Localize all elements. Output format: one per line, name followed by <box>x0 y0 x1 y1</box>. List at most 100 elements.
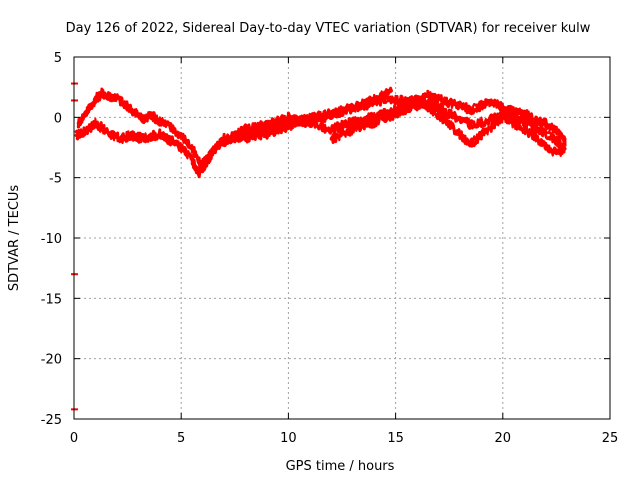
data-point <box>544 131 548 135</box>
data-point <box>383 115 387 119</box>
data-point <box>100 91 104 95</box>
data-point <box>308 121 312 125</box>
data-point <box>158 132 162 136</box>
data-point <box>149 113 153 117</box>
data-point <box>447 122 451 127</box>
data-point <box>316 116 321 121</box>
data-point <box>554 130 559 134</box>
data-point <box>276 119 280 123</box>
data-point <box>355 104 359 109</box>
data-point <box>74 133 78 138</box>
y-tick-label: -10 <box>41 232 62 247</box>
data-point <box>458 103 462 107</box>
data-point <box>563 147 567 151</box>
series-line-overlay <box>77 88 393 171</box>
y-tick-label: 5 <box>54 51 62 66</box>
data-point <box>554 151 559 156</box>
data-point <box>190 157 194 162</box>
data-point <box>563 137 567 141</box>
data-point <box>436 97 441 101</box>
series-line-overlay <box>331 91 567 144</box>
data-point <box>179 145 183 150</box>
data-point <box>469 142 473 146</box>
series-track-4 <box>329 89 567 145</box>
data-point <box>83 130 87 134</box>
data-point <box>522 112 526 116</box>
data-point <box>168 138 173 142</box>
data-point <box>469 108 473 112</box>
data-point <box>265 122 269 127</box>
data-point <box>329 127 333 131</box>
data-point <box>522 127 526 131</box>
data-point <box>458 118 462 122</box>
data-point <box>394 97 398 101</box>
data-point <box>511 109 516 113</box>
data-point <box>168 125 173 129</box>
data-point <box>136 136 140 140</box>
data-point <box>228 137 233 141</box>
data-point <box>254 125 258 129</box>
data-point <box>207 154 211 158</box>
data-point <box>368 98 372 103</box>
data-point <box>93 121 98 125</box>
data-point <box>132 109 136 113</box>
data-point <box>394 112 398 116</box>
y-tick-label: -15 <box>41 292 62 307</box>
data-point <box>533 125 537 129</box>
data-point <box>501 106 505 110</box>
data-point <box>196 171 200 175</box>
data-point <box>544 144 548 148</box>
data-point <box>198 164 203 168</box>
data-point <box>415 101 419 105</box>
y-axis-label: SDTVAR / TECUs <box>7 185 22 292</box>
data-point <box>115 96 119 100</box>
x-tick-label: 5 <box>177 431 185 446</box>
data-point <box>123 103 128 107</box>
data-point <box>436 113 441 117</box>
data-point <box>479 133 483 138</box>
series-track-2 <box>76 86 393 171</box>
data-point <box>458 132 462 136</box>
data-point <box>372 120 376 124</box>
data-point <box>147 135 151 139</box>
data-point <box>190 145 194 150</box>
data-point <box>128 133 132 138</box>
data-point <box>447 112 451 116</box>
data-point <box>533 135 537 139</box>
data-point <box>544 121 548 125</box>
data-point <box>329 113 333 117</box>
data-point <box>389 89 393 93</box>
data-point <box>110 133 115 138</box>
series-track-1 <box>74 94 567 179</box>
x-tick-label: 0 <box>70 431 78 446</box>
x-tick-label: 15 <box>387 431 404 446</box>
data-point <box>490 101 494 105</box>
data-point <box>119 137 123 141</box>
data-point <box>243 127 248 131</box>
data-point <box>479 120 483 124</box>
data-point <box>501 115 505 119</box>
data-point <box>218 142 222 146</box>
data-point <box>436 106 441 110</box>
data-point <box>479 103 483 107</box>
data-point <box>141 118 145 122</box>
data-point <box>426 106 430 110</box>
data-point <box>286 115 290 119</box>
data-point <box>426 94 430 98</box>
data-point <box>106 94 110 98</box>
data-point <box>351 127 355 131</box>
data-point <box>340 124 344 128</box>
data-point <box>342 108 346 112</box>
data-layer <box>71 82 567 411</box>
data-point <box>361 122 366 127</box>
data-point <box>469 122 473 127</box>
data-point <box>102 127 106 131</box>
data-point <box>93 97 98 101</box>
y-tick-label: -25 <box>41 413 62 428</box>
data-point <box>340 132 344 136</box>
x-tick-label: 10 <box>280 431 297 446</box>
data-point <box>297 118 301 122</box>
data-point <box>233 133 237 138</box>
